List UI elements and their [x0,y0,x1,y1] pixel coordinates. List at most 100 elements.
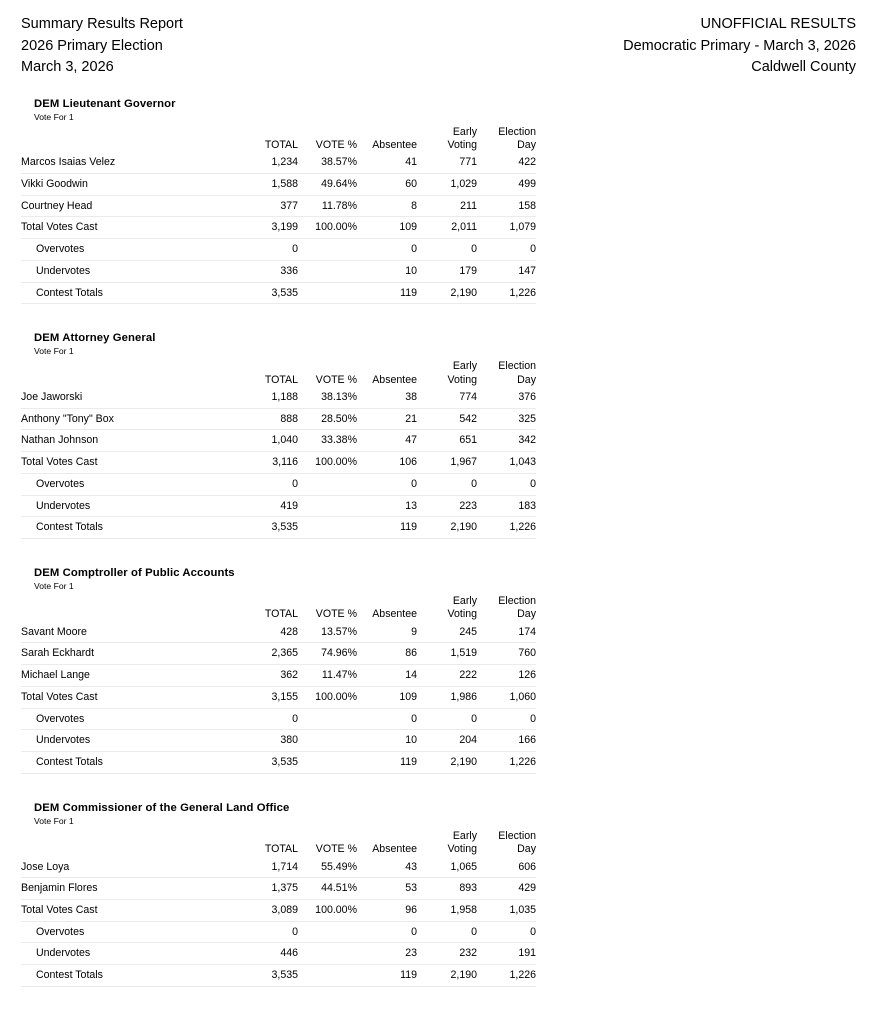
cell-total: 3,116 [239,451,298,474]
cell-early: 1,967 [417,451,477,474]
column-header-absentee: Absentee [372,138,417,151]
cell-early: 1,986 [417,686,477,709]
cell-total: 0 [239,473,298,496]
contest-block: DEM Commissioner of the General Land Off… [21,801,866,987]
cell-pct: 38.57% [298,152,357,175]
cell-total: 0 [239,708,298,731]
cell-pct [298,260,357,283]
contest-results-table: TOTAL VOTE % Absentee Early Voting Election … [21,126,536,305]
cell-pct: 44.51% [298,877,357,900]
column-header-early: Early Voting [447,360,477,386]
cell-early: 2,190 [417,751,477,774]
contest-vote-for: Vote For 1 [34,346,74,357]
row-label: Anthony "Tony" Box [21,408,239,431]
cell-early: 774 [417,387,477,409]
cell-pct [298,942,357,966]
primary-name: Democratic Primary - March 3, 2026 [623,37,856,54]
cell-pct: 55.49% [298,856,357,879]
cell-election: 0 [477,238,536,261]
cell-pct [298,921,357,944]
cell-pct [298,516,357,539]
cell-early: 222 [417,664,477,687]
cell-absentee: 86 [357,642,417,666]
cell-pct [298,282,357,305]
cell-absentee: 10 [357,729,417,752]
row-label: Courtney Head [21,195,239,218]
cell-early: 204 [417,729,477,752]
table-row: Contest Totals 3,535 119 2,190 1,226 [21,964,536,987]
column-header-pct: VOTE % [315,373,357,386]
election-date: March 3, 2026 [21,59,114,75]
cell-pct: 33.38% [298,429,357,453]
cell-total: 0 [239,921,298,944]
table-row: Benjamin Flores 1,375 44.51% 53 893 429 [21,877,536,900]
row-label: Undervotes [21,729,239,752]
county-name: Caldwell County [751,59,856,75]
row-label: Overvotes [21,473,239,496]
cell-total: 1,375 [239,877,298,900]
cell-election: 0 [477,473,536,496]
column-header-pct: VOTE % [315,843,357,856]
cell-early: 245 [417,621,477,644]
cell-absentee: 13 [357,495,417,518]
cell-election: 1,226 [477,751,536,774]
table-row: Undervotes 336 10 179 147 [21,260,536,283]
row-label: Contest Totals [21,964,239,987]
column-header-early: Early Voting [447,829,477,856]
column-header-early: Early Voting [447,125,477,151]
contest-vote-for: Vote For 1 [34,815,74,826]
table-row: Total Votes Cast 3,089 100.00% 96 1,958 1,035 [21,899,536,922]
cell-pct [298,495,357,518]
cell-election: 606 [477,856,536,879]
cell-total: 3,535 [239,282,298,305]
contest-results-table: TOTAL VOTE % Absentee Early Voting Election … [21,360,536,539]
row-label: Total Votes Cast [21,899,239,922]
cell-total: 362 [239,664,298,687]
cell-pct: 100.00% [298,686,357,709]
cell-pct: 11.78% [298,195,357,218]
cell-absentee: 0 [357,238,417,261]
cell-election: 174 [477,621,536,644]
contest-block: DEM Comptroller of Public Accounts Vote F… [21,566,866,774]
cell-election: 0 [477,708,536,731]
cell-election: 1,035 [477,899,536,922]
row-label: Marcos Isaias Velez [21,152,239,175]
table-row: Marcos Isaias Velez 1,234 38.57% 41 771 422 [21,152,536,175]
cell-early: 893 [417,877,477,900]
table-row: Sarah Eckhardt 2,365 74.96% 86 1,519 760 [21,642,536,666]
cell-election: 1,226 [477,282,536,305]
cell-pct: 28.50% [298,408,357,431]
cell-absentee: 119 [357,282,417,305]
table-header-row: TOTAL VOTE % Absentee Early Voting Election … [21,126,536,153]
cell-pct: 74.96% [298,642,357,666]
cell-election: 147 [477,260,536,283]
cell-total: 380 [239,729,298,752]
cell-absentee: 9 [357,621,417,644]
cell-early: 223 [417,495,477,518]
column-header-absentee: Absentee [372,608,417,621]
row-label: Michael Lange [21,664,239,687]
cell-absentee: 8 [357,195,417,218]
cell-total: 419 [239,495,298,518]
cell-election: 0 [477,921,536,944]
cell-early: 0 [417,708,477,731]
cell-pct: 38.13% [298,387,357,409]
cell-pct [298,473,357,496]
row-label: Contest Totals [21,516,239,539]
table-row: Joe Jaworski 1,188 38.13% 38 774 376 [21,387,536,409]
column-header-election: Election Day [498,829,536,856]
column-header-candidate [21,126,239,153]
report-header-right: UNOFFICIAL RESULTS Democratic Primary - … [623,14,866,79]
cell-early: 0 [417,473,477,496]
table-row: Contest Totals 3,535 119 2,190 1,226 [21,751,536,774]
row-label: Nathan Johnson [21,429,239,453]
cell-pct [298,751,357,774]
row-label: Overvotes [21,708,239,731]
report-title: Summary Results Report [21,16,183,32]
table-row: Undervotes 419 13 223 183 [21,495,536,518]
table-row: Undervotes 380 10 204 166 [21,729,536,752]
cell-absentee: 119 [357,751,417,774]
cell-election: 191 [477,942,536,966]
cell-absentee: 109 [357,216,417,240]
cell-election: 1,079 [477,216,536,240]
